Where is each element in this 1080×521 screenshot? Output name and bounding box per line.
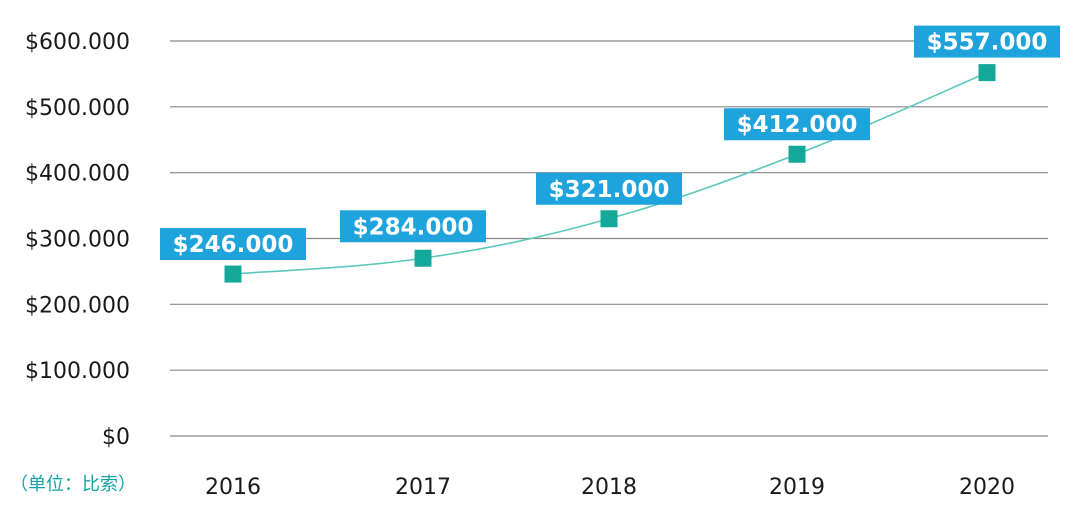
y-tick-label: $400.000 xyxy=(25,162,130,187)
data-label-text: $284.000 xyxy=(353,214,474,240)
data-label: $284.000 xyxy=(340,210,486,243)
data-label: $321.000 xyxy=(536,172,682,205)
data-label-text: $246.000 xyxy=(173,232,294,258)
data-label: $557.000 xyxy=(914,25,1060,58)
data-marker xyxy=(224,265,242,283)
y-tick-label: $200.000 xyxy=(25,293,130,318)
data-label-box xyxy=(724,108,870,141)
x-tick-label: 2018 xyxy=(581,475,637,500)
data-label: $246.000 xyxy=(160,228,306,261)
data-label-text: $557.000 xyxy=(927,30,1048,56)
data-label-box xyxy=(914,25,1060,58)
data-label-box xyxy=(160,228,306,261)
data-label-text: $321.000 xyxy=(549,177,670,203)
y-axis-ticks: $0 $100.000 $200.000 $300.000 $400.000 $500.0… xyxy=(25,30,130,450)
x-tick-label: 2020 xyxy=(959,475,1015,500)
data-label-box xyxy=(536,172,682,205)
x-tick-label: 2019 xyxy=(769,475,825,500)
y-tick-label: $600.000 xyxy=(25,30,130,55)
y-tick-label: $300.000 xyxy=(25,228,130,253)
y-tick-label: $100.000 xyxy=(25,359,130,384)
gridlines xyxy=(170,40,1048,437)
data-label-text: $412.000 xyxy=(737,112,858,138)
data-label-box xyxy=(340,210,486,243)
data-markers xyxy=(224,64,996,283)
x-tick-label: 2016 xyxy=(205,475,261,500)
data-marker xyxy=(788,145,806,163)
data-marker xyxy=(414,249,432,267)
x-axis-ticks: 2016 2017 2018 2019 2020 xyxy=(205,475,1015,500)
data-marker xyxy=(600,210,618,228)
y-tick-label: $500.000 xyxy=(25,96,130,121)
data-marker xyxy=(978,64,996,82)
data-label: $412.000 xyxy=(724,108,870,141)
unit-note: （单位：比索） xyxy=(10,474,136,495)
y-tick-label: $0 xyxy=(102,425,130,450)
x-tick-label: 2017 xyxy=(395,475,451,500)
data-labels: $246.000 $284.000 $321.000 $412.000 $557.000 xyxy=(160,25,1060,261)
